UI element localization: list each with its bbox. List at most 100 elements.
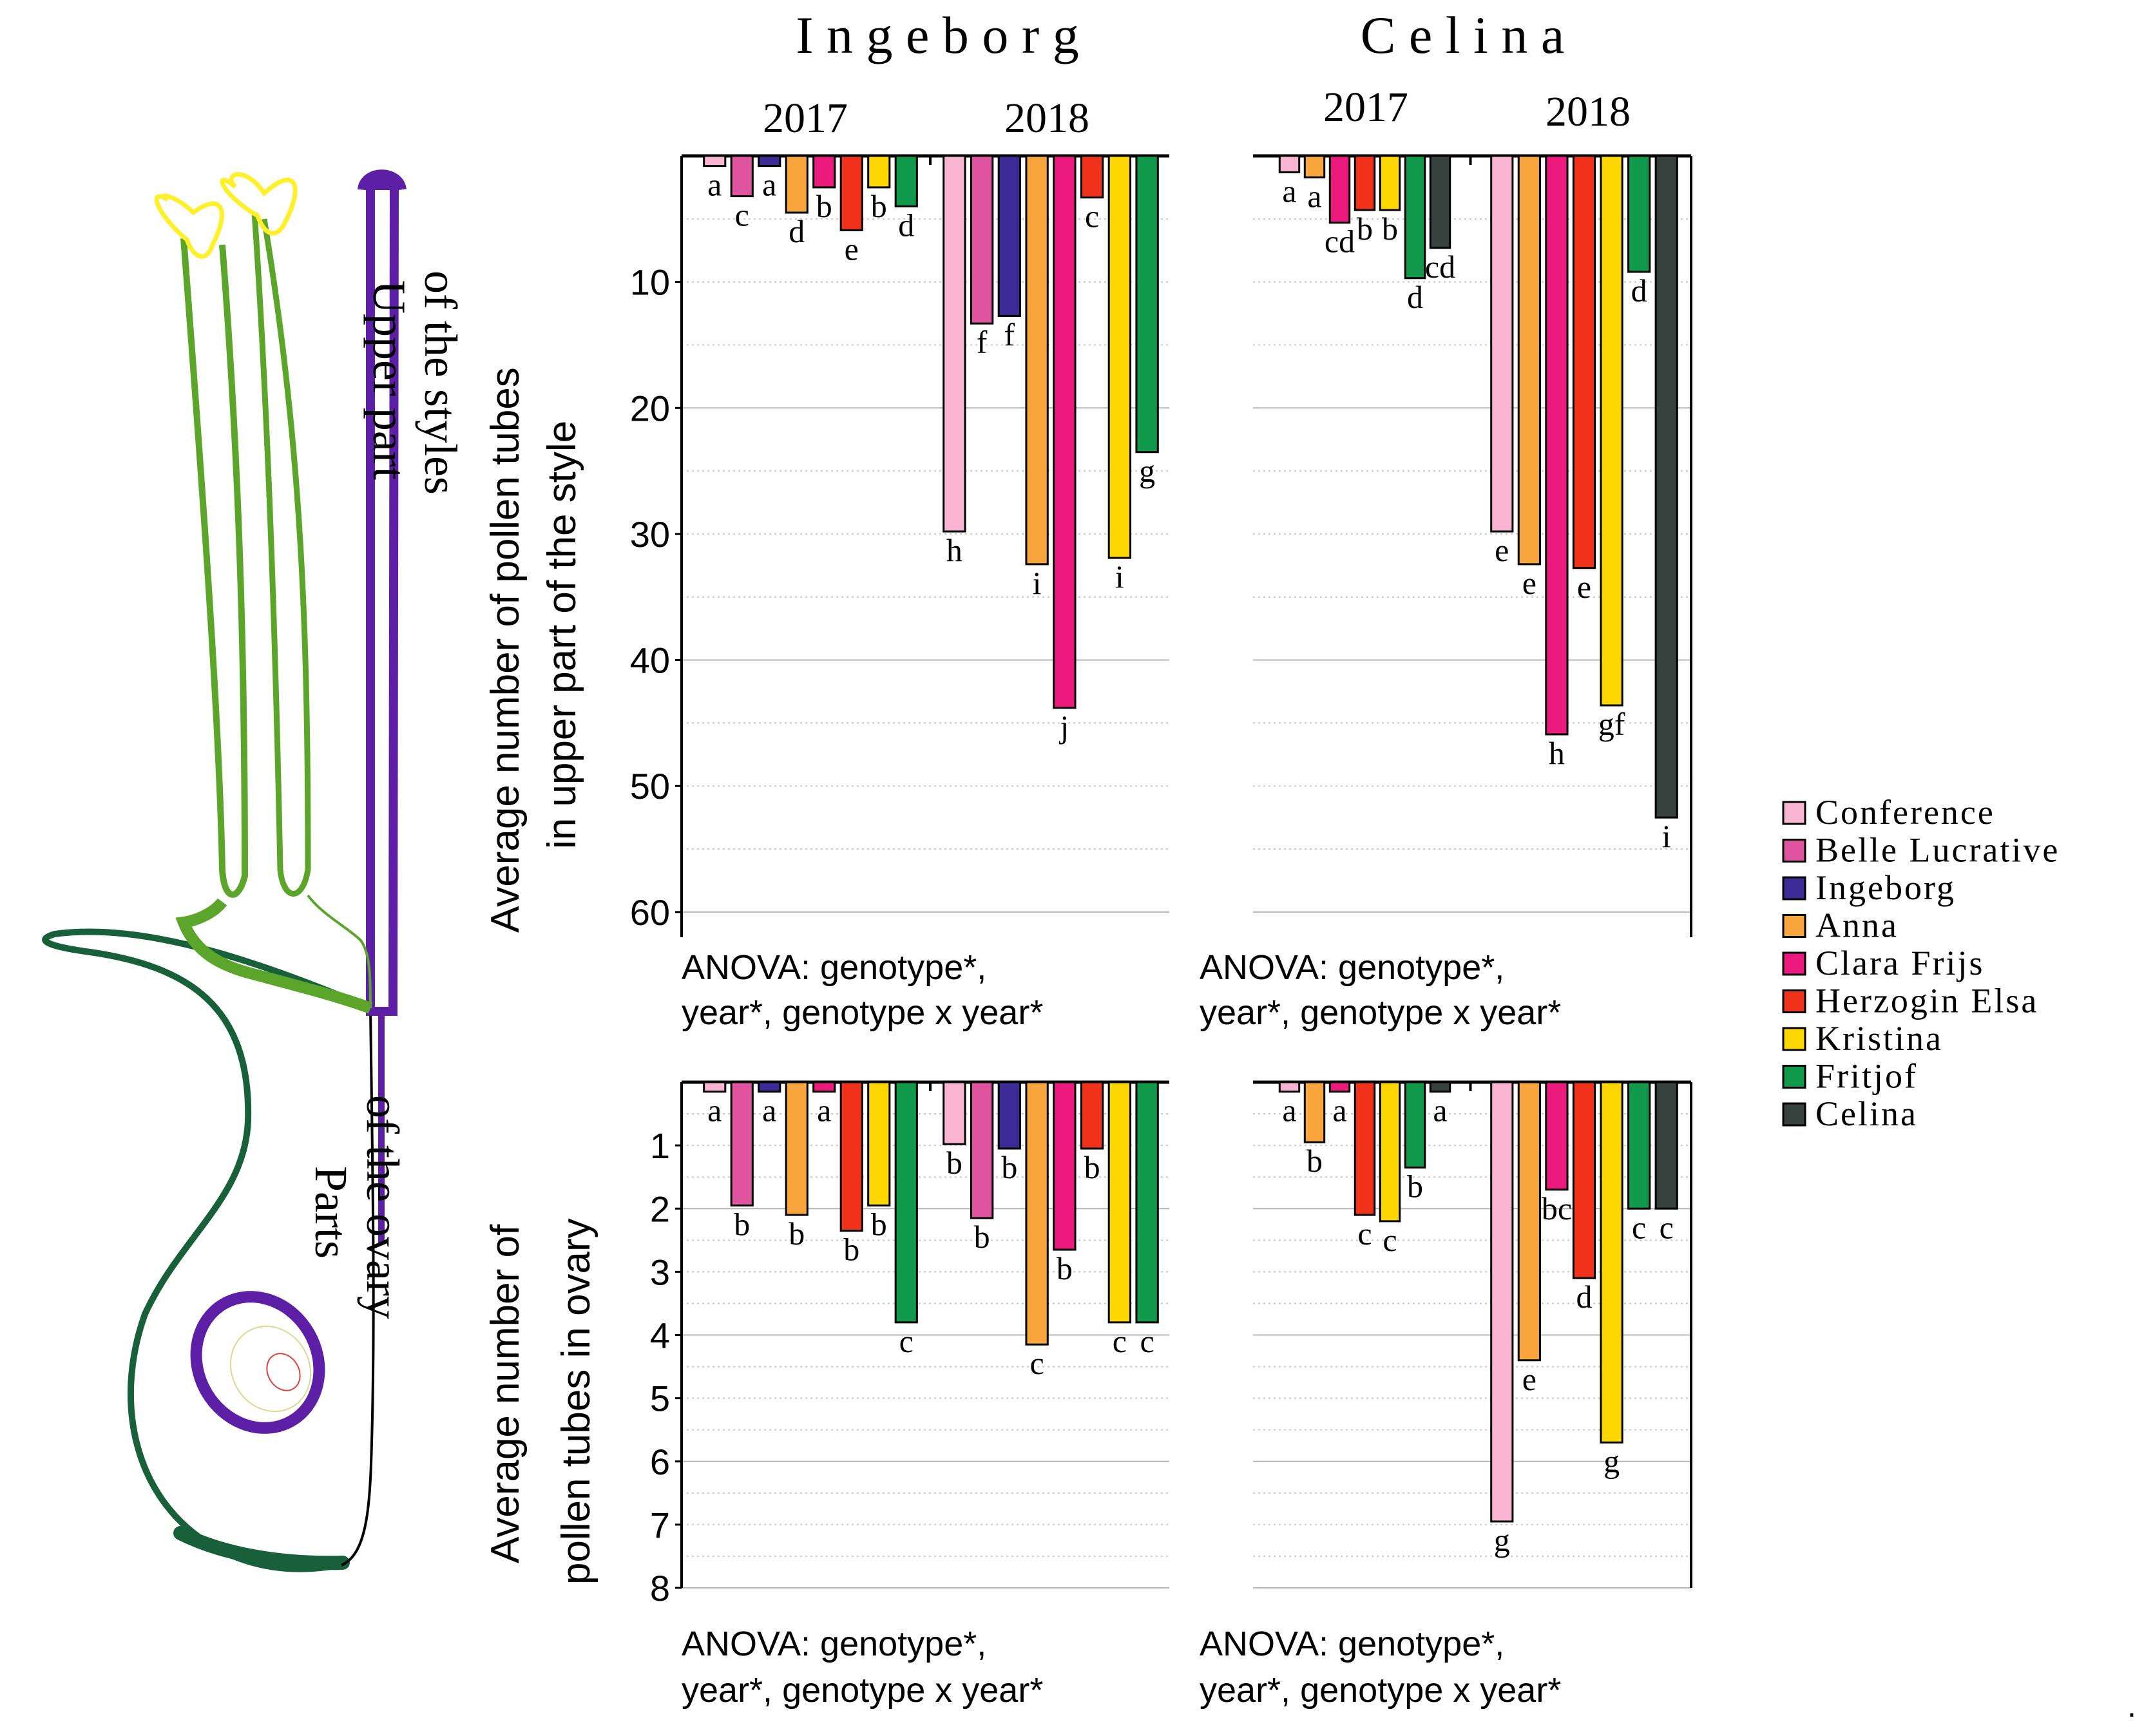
y-tick-label: 8 <box>650 1568 670 1608</box>
significance-letter: e <box>1577 569 1591 605</box>
bar-herzogin-elsa <box>1572 155 1596 569</box>
ovule-middle <box>229 1325 312 1413</box>
significance-letter: e <box>1495 532 1509 568</box>
significance-letter: b <box>1306 1143 1323 1179</box>
legend-label: Herzogin Elsa <box>1815 982 2038 1020</box>
bar-celina <box>1429 1081 1451 1093</box>
bar-anna <box>1517 155 1541 566</box>
significance-letter: cd <box>1325 224 1355 260</box>
significance-letter: a <box>707 1092 722 1129</box>
y-tick-label: 4 <box>650 1315 670 1356</box>
bar-clara-frijs <box>1545 1081 1569 1191</box>
bar-kristina <box>1379 155 1401 211</box>
celina-year-2018: 2018 <box>1546 88 1631 135</box>
bar-anna <box>1517 1081 1541 1362</box>
bar-anna <box>785 1081 809 1216</box>
bar-kristina <box>867 155 891 189</box>
bar-clara-frijs <box>1328 155 1351 224</box>
legend-label: Anna <box>1815 906 1899 945</box>
ovule-inner <box>266 1353 301 1391</box>
significance-letter: b <box>1057 1250 1073 1286</box>
significance-letter: g <box>1603 1443 1620 1479</box>
bar-herzogin-elsa <box>1354 155 1376 211</box>
significance-letter: b <box>1357 211 1373 247</box>
bar-kristina <box>1600 155 1623 707</box>
significance-letter: c <box>1660 1209 1674 1245</box>
trailing-mark: . <box>2127 1688 2136 1724</box>
bar-belle-lucrative <box>730 1081 754 1207</box>
legend-label: Ingeborg <box>1815 868 1956 907</box>
bar-anna <box>1303 155 1326 178</box>
ovary-right-wall <box>341 1007 375 1567</box>
significance-letter: a <box>1307 178 1321 214</box>
significance-letter: b <box>1407 1168 1423 1204</box>
y-axis-title-top-line1: Average number of pollen tubes <box>483 367 528 933</box>
significance-letter: e <box>845 231 859 267</box>
significance-letter: f <box>977 324 988 360</box>
title-ingeborg: I n g e b o r g <box>796 6 1079 64</box>
y-tick-label: 6 <box>650 1442 670 1482</box>
legend-swatch-fritjof <box>1782 1065 1806 1089</box>
bar-kristina <box>1107 1081 1132 1324</box>
significance-letter: h <box>1549 735 1565 771</box>
significance-letter: c <box>1632 1209 1646 1245</box>
anova-note-ingeborg-ovary-line1: ANOVA: genotype*, <box>682 1625 986 1663</box>
y-tick-label: 40 <box>630 640 670 681</box>
significance-letter: b <box>871 188 887 224</box>
significance-letter: gf <box>1598 706 1625 742</box>
significance-letter: b <box>734 1206 750 1242</box>
significance-letter: i <box>1033 565 1042 601</box>
bar-herzogin-elsa <box>839 155 863 231</box>
significance-letter: f <box>1004 316 1015 352</box>
ingeborg-year-2018: 2018 <box>1004 95 1089 142</box>
significance-letter: a <box>1282 173 1296 209</box>
significance-letter: d <box>1407 279 1423 315</box>
significance-letter: b <box>843 1232 859 1268</box>
bar-ingeborg <box>997 155 1022 317</box>
anova-note-ingeborg-style-line2: year*, genotype x year* <box>682 993 1043 1032</box>
title-celina: C e l i n a <box>1361 6 1565 64</box>
significance-letter: a <box>1282 1092 1296 1129</box>
y-tick-label: 30 <box>630 514 670 555</box>
anova-note-celina-style-line2: year*, genotype x year* <box>1200 993 1561 1032</box>
legend-swatch-celina <box>1782 1102 1806 1127</box>
legend-label: Belle Lucrative <box>1815 831 2060 870</box>
bar-celina <box>1654 155 1678 819</box>
ovary-base-thick <box>173 1526 350 1570</box>
bar-kristina <box>1107 155 1132 559</box>
bar-herzogin-elsa <box>1080 155 1104 199</box>
style-junction <box>175 898 373 1014</box>
y-axis-title-bottom-line1: Average number of <box>483 1224 528 1563</box>
style-right-outer <box>251 212 311 897</box>
bar-fritjof <box>1135 1081 1159 1324</box>
y-tick-label: 50 <box>630 766 670 806</box>
bar-herzogin-elsa <box>1080 1081 1104 1150</box>
bar-belle-lucrative <box>970 1081 994 1219</box>
significance-letter: a <box>762 1092 776 1129</box>
bar-fritjof <box>894 1081 918 1324</box>
bar-fritjof <box>1404 1081 1426 1168</box>
significance-letter: b <box>974 1219 990 1255</box>
bar-anna <box>1303 1081 1326 1143</box>
y-tick-label: 10 <box>630 262 670 303</box>
bar-anna <box>785 155 809 214</box>
significance-letter: cd <box>1425 249 1455 285</box>
legend-swatch-clara-frijs <box>1782 951 1806 976</box>
anova-note-celina-style-line1: ANOVA: genotype*, <box>1200 948 1504 987</box>
bar-clara-frijs <box>812 155 836 189</box>
significance-letter: c <box>1113 1323 1127 1359</box>
significance-letter: b <box>789 1216 805 1252</box>
significance-letter: a <box>1433 1092 1447 1129</box>
bar-kristina <box>1379 1081 1401 1223</box>
legend-label: Conference <box>1815 793 1995 832</box>
bar-clara-frijs <box>1053 1081 1077 1251</box>
significance-letter: g <box>1494 1522 1510 1558</box>
bar-clara-frijs <box>1328 1081 1351 1093</box>
significance-letter: b <box>1001 1149 1017 1185</box>
y-axis-title-bottom-line2: pollen tubes in ovary <box>554 1218 598 1585</box>
style-right-to-ovary <box>307 894 372 1009</box>
significance-letter: c <box>1140 1323 1154 1359</box>
